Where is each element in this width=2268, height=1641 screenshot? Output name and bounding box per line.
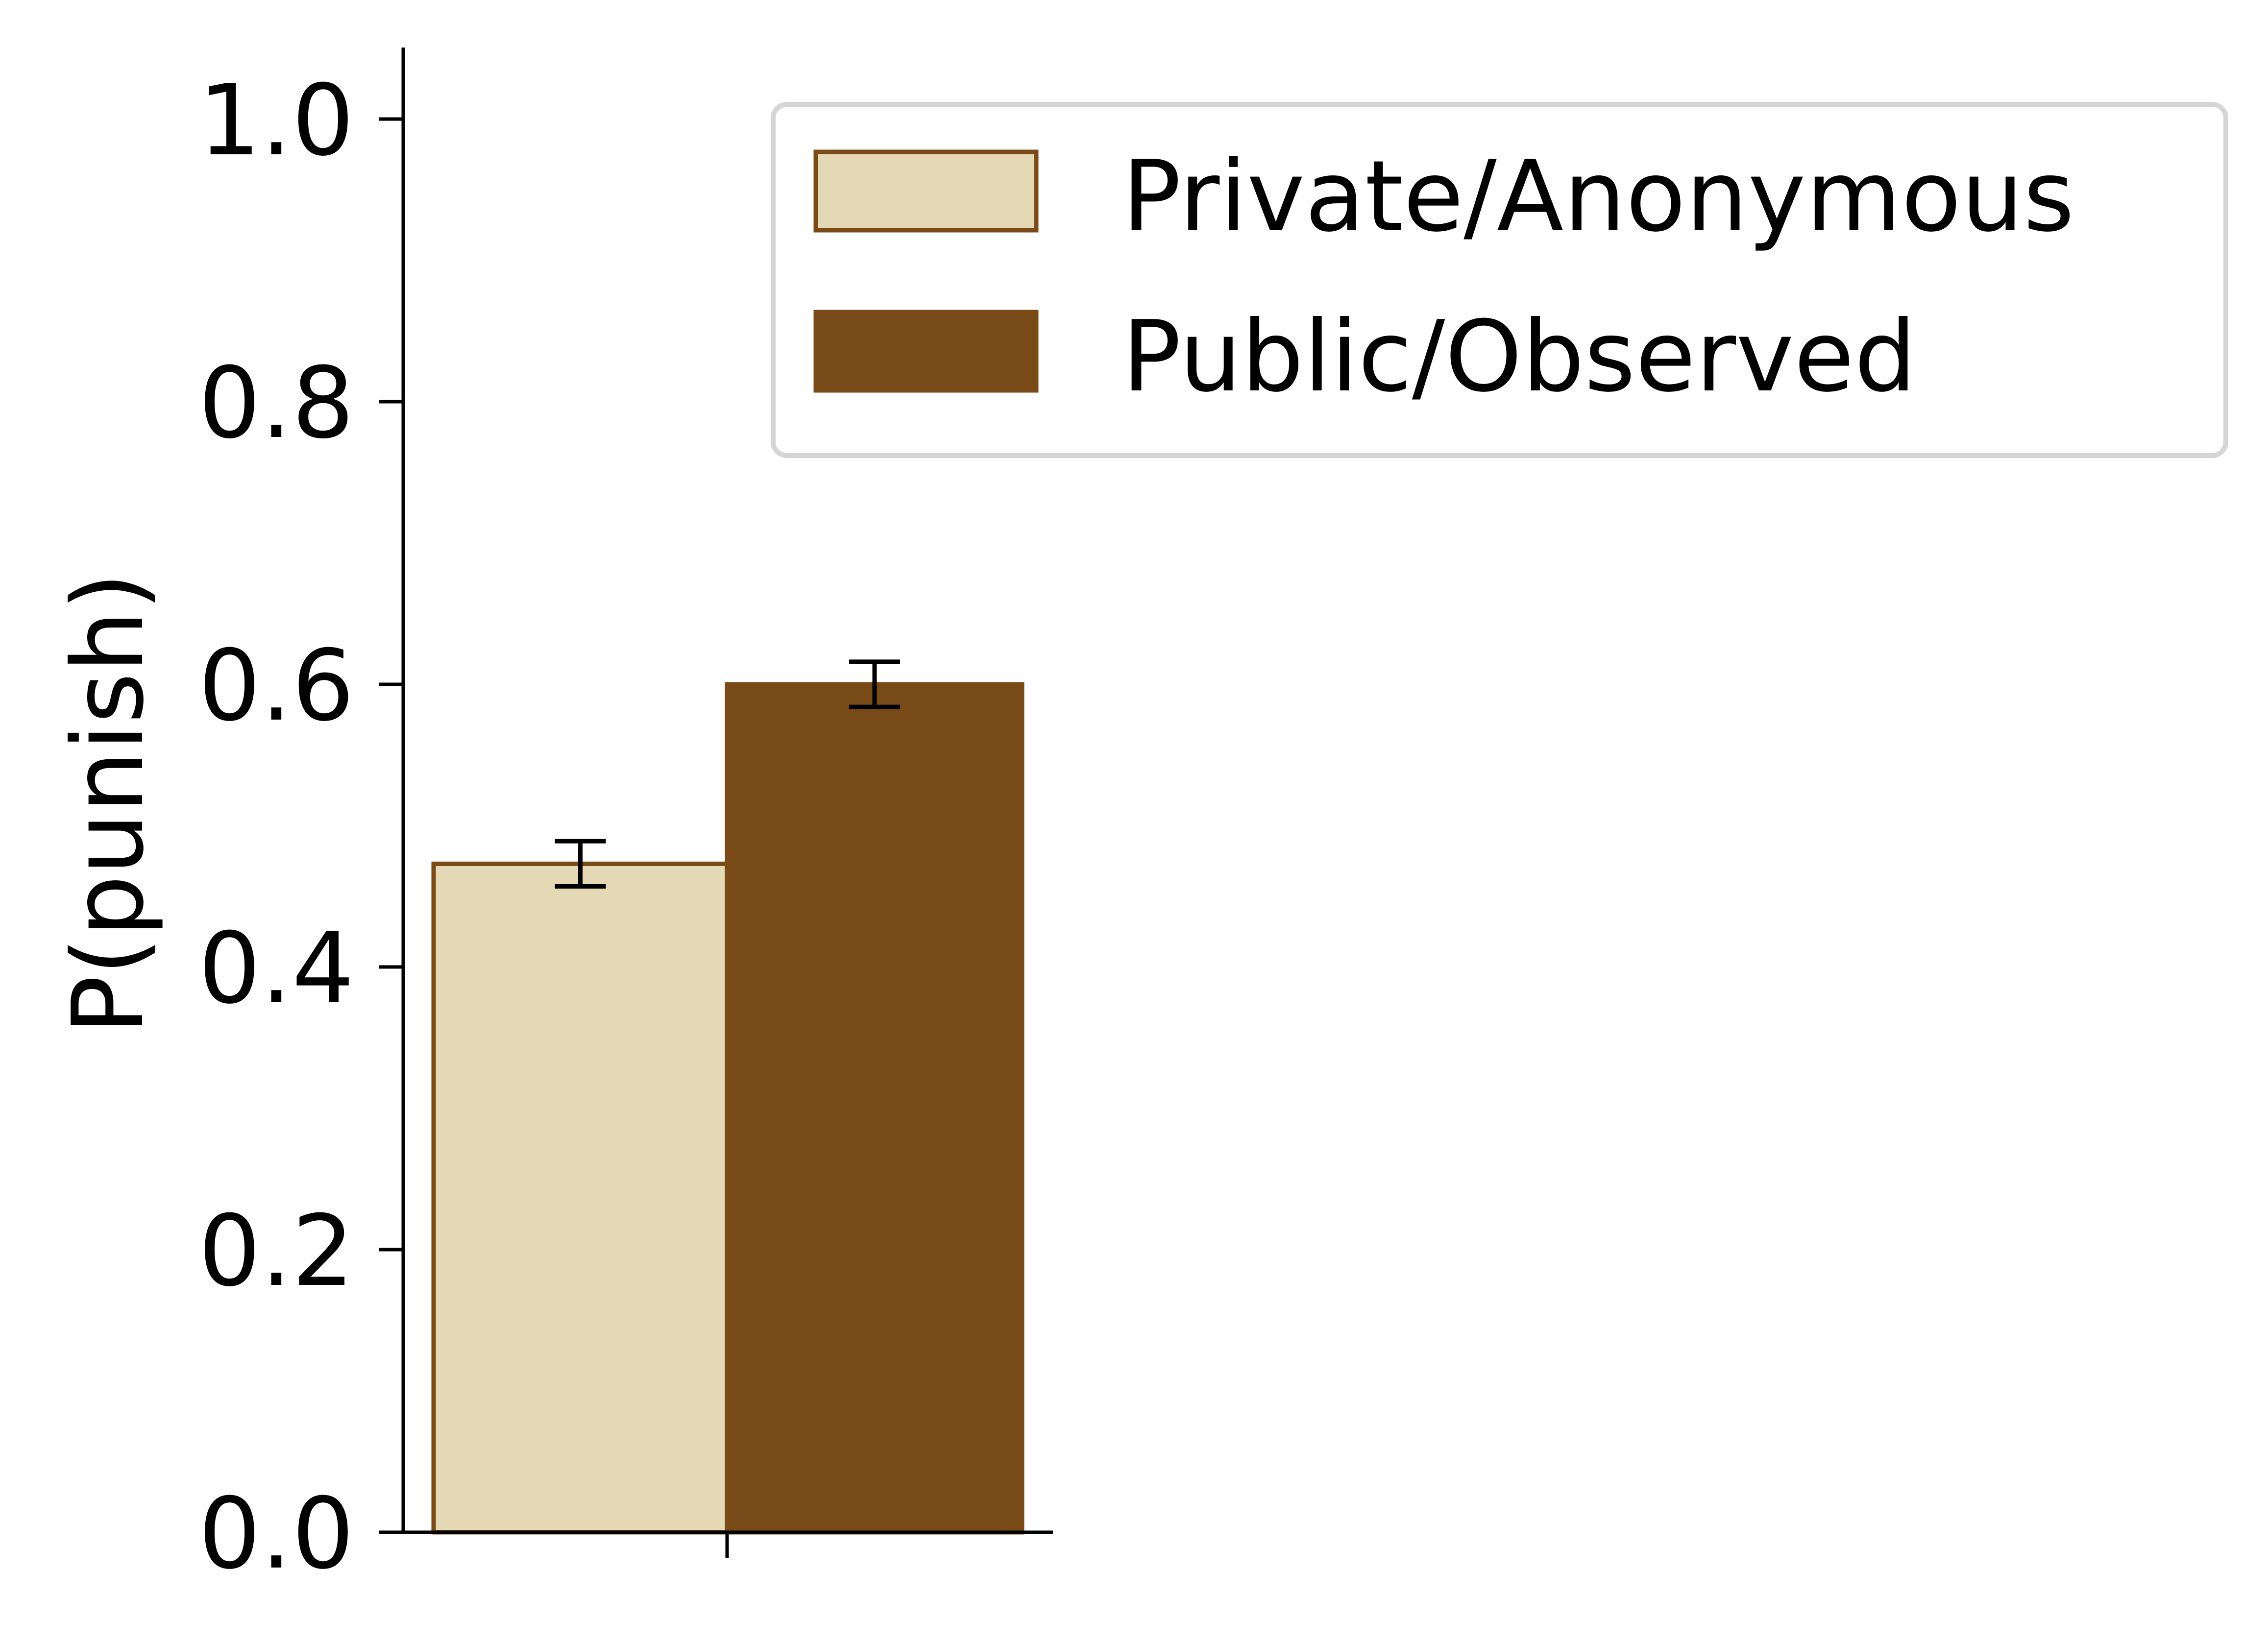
y-tick-label: 0.0 xyxy=(198,1477,354,1591)
bar-public-observed xyxy=(725,682,1024,1535)
legend-swatch-public-observed xyxy=(813,310,1039,393)
y-tick-label: 0.8 xyxy=(198,346,354,460)
bars-group xyxy=(431,682,1024,1535)
y-tick-label: 0.4 xyxy=(198,912,354,1026)
bar-private-anonymous xyxy=(431,861,730,1535)
axes-group xyxy=(401,48,1053,1558)
error-bars-group xyxy=(555,659,900,889)
y-tick-label: 0.2 xyxy=(198,1194,354,1308)
y-tick-label: 1.0 xyxy=(198,64,354,178)
y-ticks-group: 0.0 0.2 0.4 0.6 0.8 1.0 xyxy=(198,64,403,1591)
legend-swatch-private-anonymous xyxy=(813,149,1039,233)
legend-label-private-anonymous: Private/Anonymous xyxy=(1122,140,2074,254)
legend: Private/Anonymous Public/Observed xyxy=(771,102,2228,458)
y-axis-label: P(punish) xyxy=(51,572,166,1035)
legend-label-public-observed: Public/Observed xyxy=(1122,300,1916,414)
legend-frame xyxy=(771,102,2228,458)
y-tick-label: 0.6 xyxy=(198,629,354,743)
